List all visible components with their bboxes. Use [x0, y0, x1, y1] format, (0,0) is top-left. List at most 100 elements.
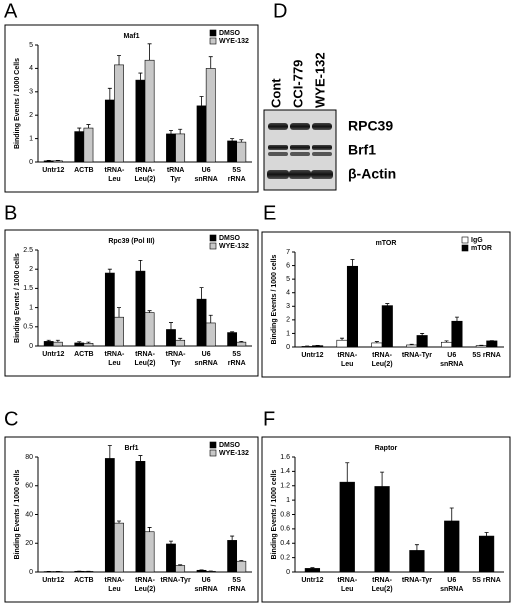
- error-bar: [380, 472, 384, 486]
- legend-swatch: [210, 243, 216, 249]
- bar: [145, 313, 154, 346]
- bar: [44, 341, 53, 346]
- x-tick-line: snRNA: [440, 586, 463, 593]
- bar: [347, 266, 357, 347]
- bar: [237, 142, 246, 162]
- error-bar: [239, 140, 243, 142]
- bar: [406, 345, 416, 347]
- x-tick-line: Leu(2): [372, 361, 393, 368]
- chart-title: Rpc39 (Pol III): [108, 238, 154, 245]
- y-tick-label: 6: [286, 262, 290, 269]
- y-tick-label: 0: [286, 569, 290, 576]
- bar: [176, 134, 185, 162]
- x-tick-line: Leu: [341, 361, 353, 368]
- x-tick-line: ACTB: [74, 577, 93, 584]
- error-bar: [148, 44, 152, 60]
- error-bar: [230, 139, 234, 141]
- error-bar: [108, 446, 112, 459]
- error-bar: [77, 128, 81, 132]
- y-tick-label: 1.6: [280, 454, 290, 461]
- x-tick-label: U6 snRNA: [440, 352, 463, 368]
- error-bar: [86, 125, 90, 129]
- bar: [337, 340, 347, 347]
- panel-letter: E: [263, 202, 276, 224]
- y-tick-label: 5: [286, 276, 290, 283]
- legend-swatch: [210, 450, 216, 456]
- legend-swatch: [210, 38, 216, 44]
- y-axis-label: Binding Events / 1000 cells: [271, 254, 278, 344]
- legend-label: mTOR: [471, 245, 492, 252]
- error-bar: [415, 545, 419, 551]
- y-tick-label: 1: [29, 135, 33, 142]
- error-bar: [200, 96, 204, 105]
- legend-label: DMSO: [219, 30, 241, 37]
- error-bar: [138, 260, 142, 271]
- bar: [136, 80, 145, 162]
- error-bar: [117, 521, 121, 523]
- bar: [382, 306, 392, 347]
- band-label: β-Actin: [348, 166, 396, 182]
- y-tick-label: 4: [29, 65, 33, 72]
- bar: [136, 271, 145, 346]
- x-tick-line: Leu: [108, 360, 120, 367]
- lane-label: CCI-779: [290, 60, 305, 108]
- error-bar: [117, 308, 121, 318]
- bar: [228, 141, 237, 162]
- error-bar: [209, 57, 213, 69]
- error-bar: [350, 259, 354, 266]
- y-tick-label: 5: [29, 42, 33, 49]
- x-tick-label: tRNA-Leu: [105, 577, 125, 593]
- bar: [487, 341, 497, 347]
- bar: [166, 134, 175, 162]
- x-tick-label: ACTB: [74, 167, 93, 174]
- bar: [441, 342, 451, 347]
- x-tick-line: U6: [447, 352, 456, 359]
- error-bar: [230, 536, 234, 540]
- bar: [53, 342, 62, 346]
- x-tick-line: snRNA: [440, 361, 463, 368]
- x-tick-line: U6: [202, 167, 211, 174]
- error-bar: [485, 532, 489, 536]
- x-tick-line: tRNA-: [135, 577, 155, 584]
- x-tick-line: tRNA-: [337, 577, 357, 584]
- bar: [476, 346, 486, 347]
- x-tick-line: Untr12: [301, 577, 323, 584]
- error-bar: [420, 333, 424, 335]
- error-bar: [209, 315, 213, 323]
- y-tick-label: 4: [286, 290, 290, 297]
- error-bar: [385, 304, 389, 306]
- y-tick-label: 2: [29, 266, 33, 273]
- error-bar: [108, 88, 112, 100]
- x-tick-line: 5S rRNA: [472, 577, 500, 584]
- x-tick-line: tRNA-: [372, 352, 392, 359]
- bar: [340, 482, 355, 572]
- bar: [75, 132, 84, 162]
- x-tick-label: tRNA-Leu: [337, 577, 357, 593]
- error-bar: [345, 463, 349, 482]
- x-tick-line: Leu(2): [135, 360, 156, 367]
- x-tick-line: ACTB: [74, 167, 93, 174]
- y-tick-label: 1.5: [23, 285, 33, 292]
- bar: [375, 486, 390, 572]
- bar: [417, 335, 427, 347]
- y-axis-label: Binding Events / 1000 cells: [14, 469, 21, 559]
- y-tick-label: 1.2: [280, 483, 290, 490]
- blot-panel: D Cont CCI-779 WYE-132 RPC39 Brf1 β-Acti…: [264, 0, 396, 190]
- x-tick-label: Untr12: [301, 577, 323, 584]
- x-tick-line: tRNA-: [135, 167, 155, 174]
- x-tick-label: tRNA-Leu: [105, 351, 125, 367]
- x-tick-line: 5S: [232, 577, 241, 584]
- x-tick-line: tRNA-Tyr: [402, 352, 432, 359]
- bar: [75, 343, 84, 346]
- y-tick-label: 40: [25, 511, 33, 518]
- x-tick-label: tRNA-Tyr: [402, 577, 432, 584]
- y-tick-label: 0.8: [280, 511, 290, 518]
- x-tick-label: Untr12: [301, 352, 323, 359]
- y-tick-label: 0.2: [280, 554, 290, 561]
- y-tick-label: 1: [29, 304, 33, 311]
